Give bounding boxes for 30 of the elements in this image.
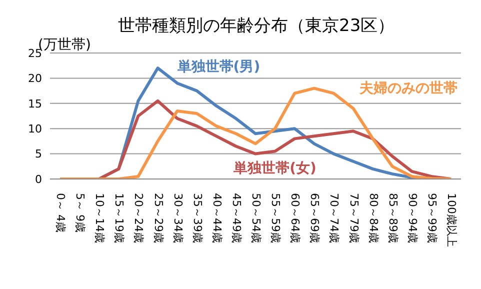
x-tick-label: 30～34歳 [171, 193, 184, 243]
x-tick-label: 100歳以上 [444, 193, 458, 247]
y-tick-label: 20 [28, 72, 42, 86]
x-tick-label: 35～39歳 [190, 193, 204, 243]
x-tick-label: 20～24歳 [132, 193, 146, 243]
x-tick-label: 0～ 4歳 [54, 193, 67, 232]
x-tick-label: 55～59歳 [269, 193, 282, 243]
x-tick-label: 45～49歳 [230, 193, 243, 243]
series-label: 夫婦のみの世帯 [358, 80, 458, 96]
x-tick-label: 25～29歳 [152, 193, 165, 243]
series-label: 単独世帯(女) [232, 160, 316, 176]
x-tick-label: 90～94歳 [406, 193, 419, 243]
y-tick-label: 10 [28, 122, 42, 136]
x-tick-label: 5～ 9歳 [74, 193, 87, 232]
y-tick-label: 5 [35, 148, 42, 161]
x-tick-label: 75～79歳 [347, 193, 360, 243]
x-tick-label: 85～89歳 [386, 193, 400, 243]
x-tick-label: 65～69歳 [308, 193, 322, 243]
x-tick-label: 40～44歳 [210, 193, 224, 243]
x-tick-label: 60～64歳 [288, 193, 302, 243]
x-tick-label: 50～54歳 [249, 193, 262, 243]
x-tick-label: 10～14歳 [93, 193, 106, 243]
series-label: 単独世帯(男) [176, 59, 260, 76]
x-tick-label: 15～19歳 [112, 193, 126, 243]
x-tick-label: 80～84歳 [366, 193, 380, 243]
x-tick-label: 95～99歳 [425, 193, 438, 243]
y-tick-label: 0 [35, 172, 42, 186]
chart-title: 世帯種類別の年齢分布（東京23区） [118, 15, 395, 37]
x-tick-label: 70～74歳 [328, 193, 341, 243]
y-tick-label: 15 [28, 97, 42, 110]
